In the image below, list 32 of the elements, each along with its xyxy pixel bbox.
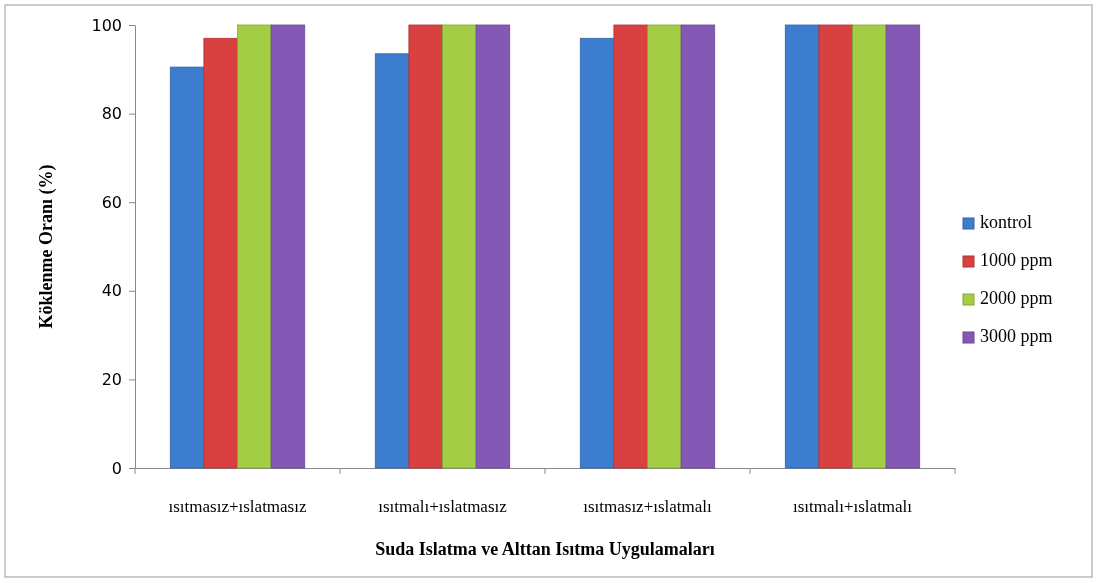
bar: [169, 66, 205, 469]
bar: [784, 24, 820, 469]
y-axis-title: Köklenme Oranı (%): [36, 164, 57, 329]
bar: [408, 24, 443, 469]
bar: [475, 24, 511, 469]
x-axis-title: Suda Islatma ve Alttan Isıtma Uygulamaları: [375, 539, 715, 559]
bar: [680, 24, 716, 469]
bar: [442, 24, 477, 469]
bar: [647, 24, 682, 469]
bar: [852, 24, 887, 469]
bar: [818, 24, 853, 469]
bar: [579, 37, 615, 469]
legend-label: 2000 ppm: [980, 288, 1053, 308]
y-tick-label: 40: [101, 281, 122, 301]
bar: [613, 24, 648, 469]
bar: [374, 53, 410, 469]
legend-label: kontrol: [980, 212, 1032, 232]
y-tick-label: 0: [111, 458, 122, 478]
bar: [203, 37, 238, 469]
y-tick-label: 100: [91, 15, 122, 35]
bar: [885, 24, 921, 469]
x-tick-label: ısıtmalı+ıslatmasız: [378, 497, 508, 517]
bar: [270, 24, 306, 469]
legend-label: 1000 ppm: [980, 250, 1053, 270]
x-tick-label: ısıtmalı+ıslatmalı: [792, 497, 913, 517]
x-tick-label: ısıtmasız+ıslatmasız: [168, 497, 307, 517]
legend-label: 3000 ppm: [980, 326, 1053, 346]
y-tick-label: 80: [101, 104, 122, 124]
y-tick-label: 20: [101, 370, 122, 390]
x-tick-label: ısıtmasız+ıslatmalı: [583, 497, 713, 517]
y-tick-label: 60: [101, 192, 122, 212]
bar: [237, 24, 272, 469]
